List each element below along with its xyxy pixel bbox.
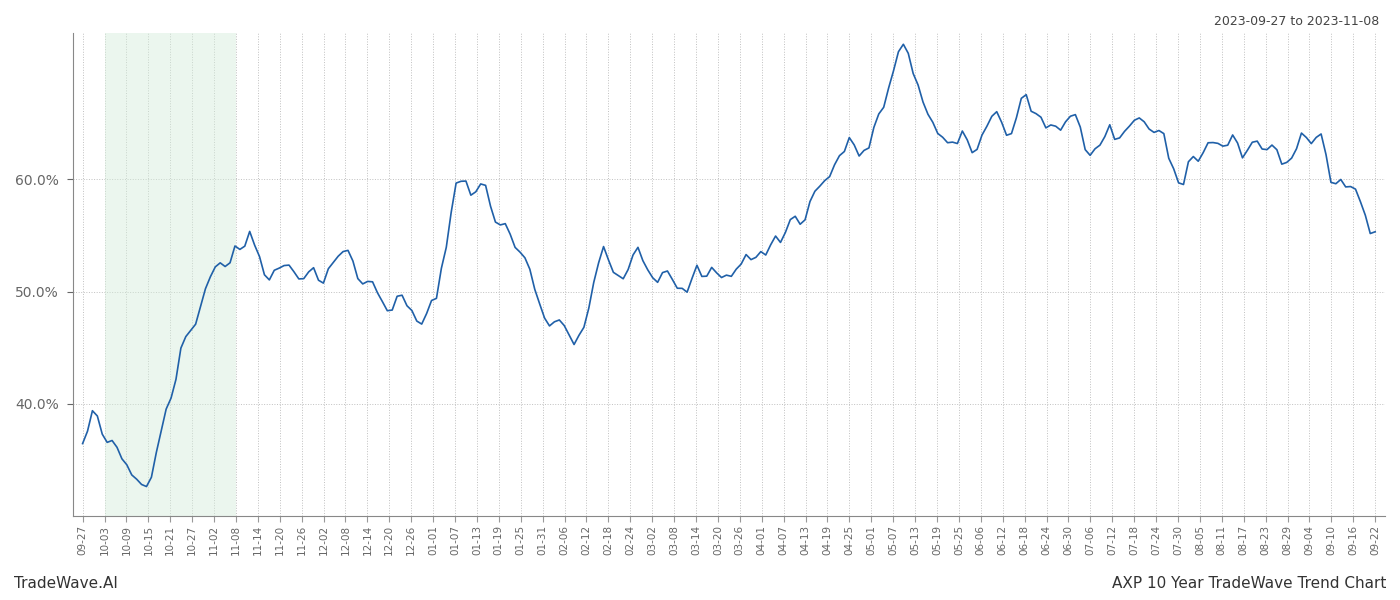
Text: 2023-09-27 to 2023-11-08: 2023-09-27 to 2023-11-08	[1214, 15, 1379, 28]
Text: AXP 10 Year TradeWave Trend Chart: AXP 10 Year TradeWave Trend Chart	[1112, 576, 1386, 591]
Bar	[105, 33, 237, 517]
Text: TradeWave.AI: TradeWave.AI	[14, 576, 118, 591]
